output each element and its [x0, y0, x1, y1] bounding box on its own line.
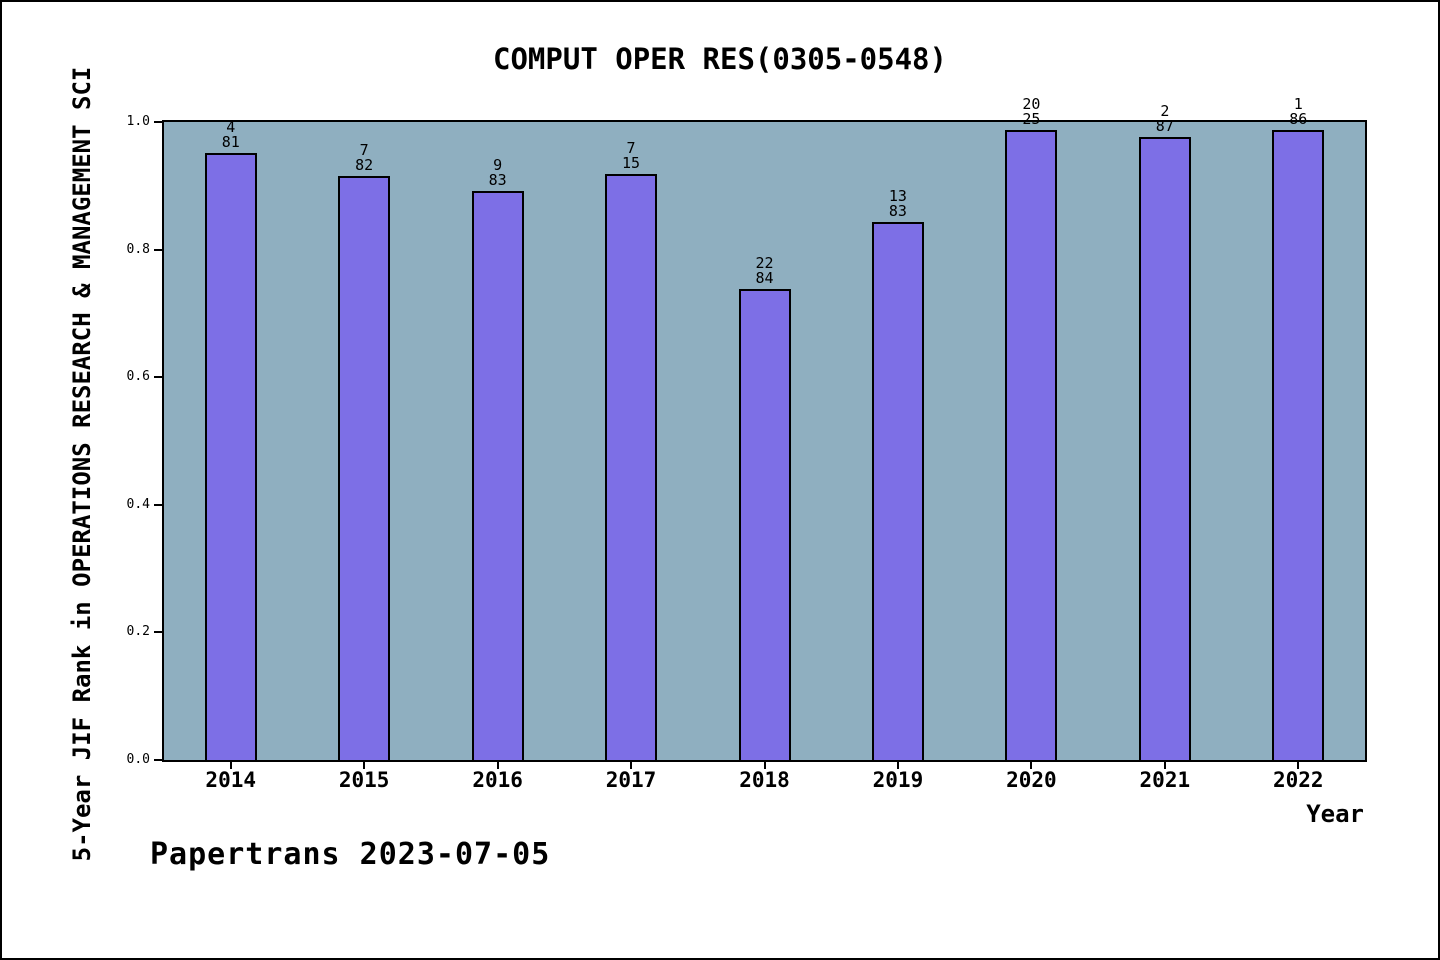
bar-value-label-2014: 4 81 [221, 118, 240, 151]
x-tick-mark [896, 762, 899, 769]
plot-area: 4 81 7 82 9 83 7 15 22 84 13 83 20 25 2 87 1 86 [162, 97, 1367, 762]
x-tick-mark [363, 762, 366, 769]
bar-value-label-2018: 22 84 [755, 254, 774, 287]
bar-value-label-2017: 7 15 [622, 139, 641, 172]
bar-2016 [471, 191, 524, 760]
y-tick-mark [154, 759, 162, 761]
x-tick-mark [1297, 762, 1300, 769]
bar-2015 [338, 176, 391, 760]
bar-value-label-2022: 1 86 [1289, 95, 1308, 128]
y-tick-mark [154, 376, 162, 379]
bar-2019 [871, 222, 924, 760]
x-tick-mark [1163, 762, 1166, 769]
y-tick-mark [154, 121, 162, 123]
x-tick-label-2021: 2021 [1139, 768, 1191, 792]
y-tick-label-0.4: 0.4 [126, 496, 150, 512]
bar-value-label-2019: 13 83 [888, 187, 907, 220]
x-tick-mark [630, 762, 633, 769]
bar-2014 [204, 153, 257, 760]
chart-title: COMPUT OPER RES(0305-0548) [493, 42, 947, 76]
bar-value-label-2015: 7 82 [355, 141, 374, 174]
y-tick-label-0.2: 0.2 [126, 624, 150, 640]
x-tick-label-2016: 2016 [472, 768, 523, 792]
x-tick-label-2020: 2020 [1006, 768, 1057, 792]
y-tick-label-1.0: 1.0 [126, 114, 150, 129]
x-tick-label-2018: 2018 [739, 768, 790, 792]
x-tick-mark [1030, 762, 1033, 769]
bar-value-label-2016: 9 83 [488, 156, 507, 189]
y-tick-label-0.8: 0.8 [126, 241, 150, 257]
x-tick-label-2017: 2017 [605, 768, 657, 792]
bar-2018 [738, 289, 791, 760]
y-tick-mark [154, 503, 162, 506]
y-axis-label: 5-Year JIF Rank in OPERATIONS RESEARCH &… [68, 66, 96, 862]
x-tick-mark [229, 762, 232, 769]
x-tick-mark [496, 762, 499, 769]
bar-value-label-2021: 2 87 [1155, 102, 1174, 135]
bar-2022 [1272, 130, 1325, 760]
bar-2017 [605, 174, 658, 760]
x-tick-label-2014: 2014 [205, 768, 256, 792]
footer-watermark: Papertrans 2023-07-05 [150, 837, 551, 872]
x-tick-label-2019: 2019 [872, 768, 924, 792]
bar-2020 [1005, 130, 1058, 760]
x-axis-label: Year [1306, 800, 1364, 828]
y-tick-label-0.0: 0.0 [126, 752, 150, 767]
x-tick-mark [763, 762, 766, 769]
x-tick-label-2022: 2022 [1272, 768, 1324, 792]
x-tick-label-2015: 2015 [338, 768, 390, 792]
y-tick-label-0.6: 0.6 [126, 369, 150, 385]
y-tick-mark [154, 248, 162, 251]
bar-2021 [1138, 137, 1191, 760]
bar-value-label-2020: 20 25 [1022, 95, 1041, 128]
y-tick-mark [154, 631, 162, 634]
